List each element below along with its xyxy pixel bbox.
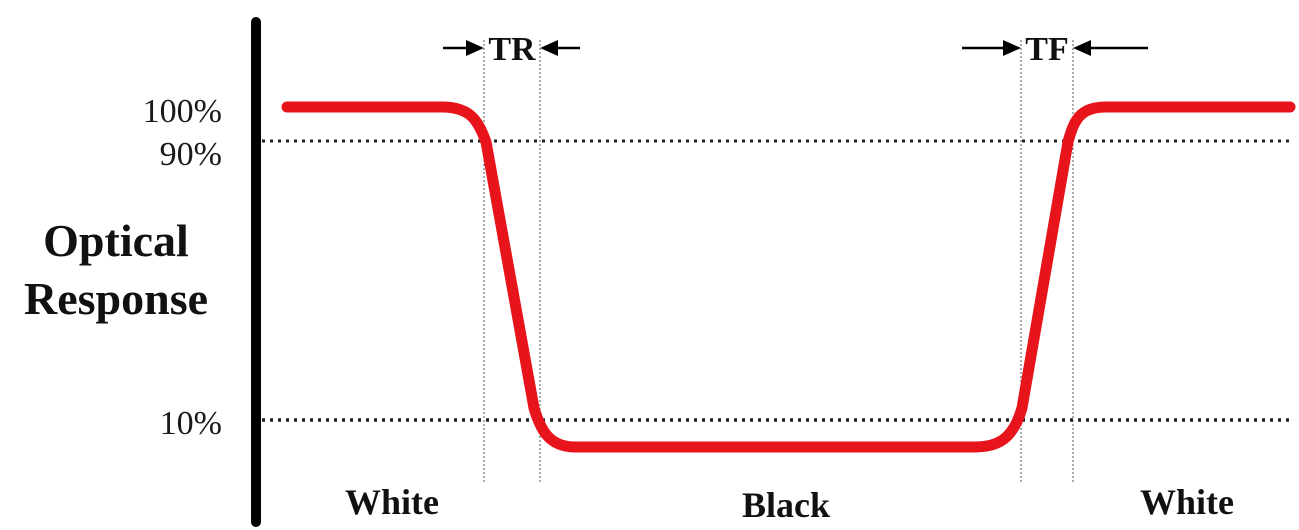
state-label-left: White (345, 482, 439, 522)
level-label-100: 100% (143, 93, 222, 130)
state-label-middle: Black (742, 485, 830, 525)
axis-title-line1: Optical (43, 215, 189, 266)
response-curve (281, 101, 1296, 453)
axis-title-line2: Response (24, 273, 208, 324)
state-label-right: White (1140, 482, 1234, 522)
tr-label: TR (488, 31, 536, 68)
tf-label: TF (1025, 31, 1068, 68)
level-label-90: 90% (160, 136, 222, 173)
tf-arrows (962, 40, 1148, 56)
tr-arrows (443, 40, 580, 56)
level-label-10: 10% (160, 405, 222, 442)
